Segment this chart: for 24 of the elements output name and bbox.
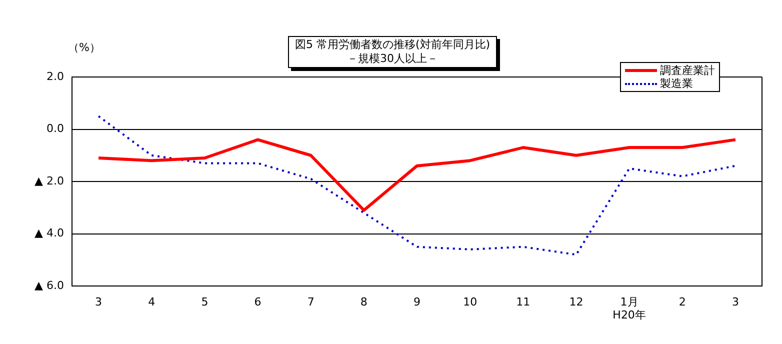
x-tick-label: 5 <box>201 295 208 308</box>
x-tick-label: 3 <box>95 295 102 308</box>
y-tick-label: ▲ 2.0 <box>34 174 64 188</box>
y-axis-title: （%） <box>68 40 100 55</box>
x-tick-label: 6 <box>254 295 262 308</box>
line-series <box>98 115 736 256</box>
y-tick-label: 0.0 <box>46 122 64 136</box>
x-tick-label: 12 <box>569 295 584 308</box>
x-tick-label: 3 <box>732 295 739 308</box>
x-tick-label: 9 <box>414 295 420 308</box>
legend-label: 調査産業計 <box>660 64 715 77</box>
legend-label: 製造業 <box>660 77 693 90</box>
x-tick-label: 11 <box>516 295 530 308</box>
x-tick-label: 7 <box>307 295 314 308</box>
y-tick-label: 2.0 <box>46 70 64 83</box>
x-tick-label: 4 <box>148 295 156 308</box>
chart-title: 図5 常用労働者数の推移(対前年同月比) <box>295 38 490 52</box>
x-tick-label: 8 <box>360 295 368 308</box>
x-tick-label: 10 <box>463 295 478 308</box>
x-tick-label: 2 <box>678 295 686 308</box>
y-tick-label: ▲ 4.0 <box>34 226 64 240</box>
y-tick-label: ▲ 6.0 <box>34 278 64 292</box>
chart-subtitle: －規模30人以上－ <box>346 52 440 66</box>
x-tick-label: 1月 H20年 <box>612 295 646 322</box>
